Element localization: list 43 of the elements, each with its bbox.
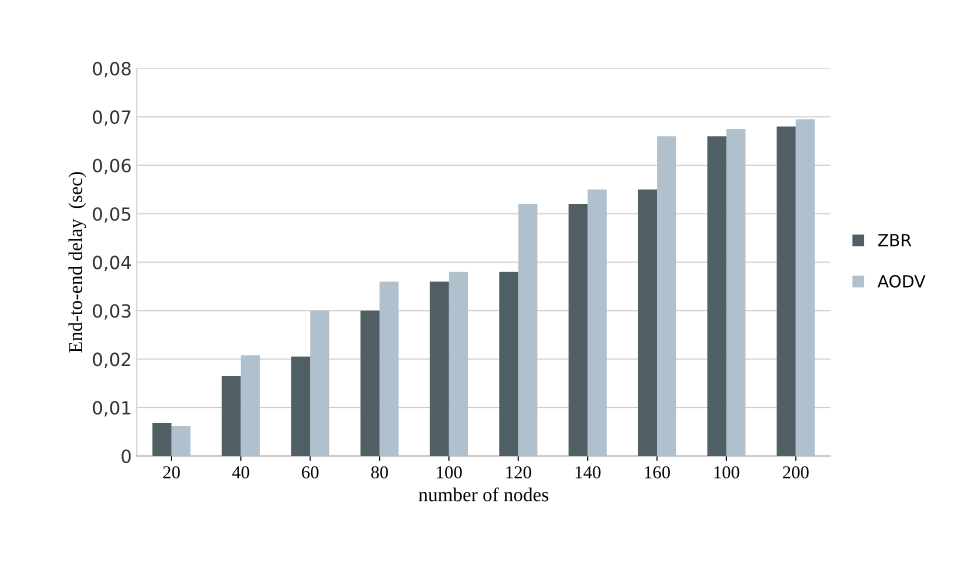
bar [430, 282, 449, 456]
x-tick-label: 40 [232, 466, 250, 478]
x-tick-label: 60 [302, 466, 319, 478]
y-tick-label: 0 [122, 449, 131, 464]
bar [360, 310, 380, 456]
x-tick-label: 100 [436, 466, 462, 478]
bar [638, 190, 658, 456]
x-tick-label: 20 [163, 466, 180, 478]
y-tick-label: 0,06 [92, 158, 131, 174]
x-axis-title: number of nodes [418, 487, 548, 502]
y-tick-label: 0,08 [92, 62, 131, 78]
bar [707, 136, 726, 456]
bar [222, 376, 241, 456]
bar [310, 310, 330, 456]
bar [796, 119, 815, 456]
y-tick-label: 0,01 [92, 401, 130, 417]
bar [568, 204, 588, 456]
y-tick-label: 0,07 [92, 110, 130, 126]
legend-label: ZBR [878, 234, 912, 246]
bar [171, 426, 191, 456]
y-axis-title: End-to-end delay (sec) [68, 172, 86, 353]
bar [776, 126, 796, 456]
bar [518, 204, 538, 456]
x-tick-label: 120 [506, 466, 532, 478]
y-tick-label: 0,04 [92, 256, 131, 272]
x-tick-label: 100 [714, 466, 740, 478]
bar [499, 272, 518, 456]
x-tick-label: 200 [783, 466, 809, 478]
x-tick-label: 160 [645, 466, 670, 478]
y-tick-label: 0,03 [92, 304, 130, 320]
bar [657, 136, 676, 456]
bar [291, 356, 310, 456]
bar [448, 272, 468, 456]
bar [726, 128, 746, 456]
x-tick-label: 140 [576, 466, 601, 478]
x-tick-label: 80 [371, 466, 388, 478]
y-tick-label: 0,02 [92, 352, 130, 368]
legend-label: AODV [878, 274, 926, 288]
y-tick-label: 0,05 [92, 207, 130, 223]
bar [380, 282, 399, 456]
bar [152, 423, 172, 456]
bar [240, 355, 260, 456]
bar [588, 190, 607, 456]
